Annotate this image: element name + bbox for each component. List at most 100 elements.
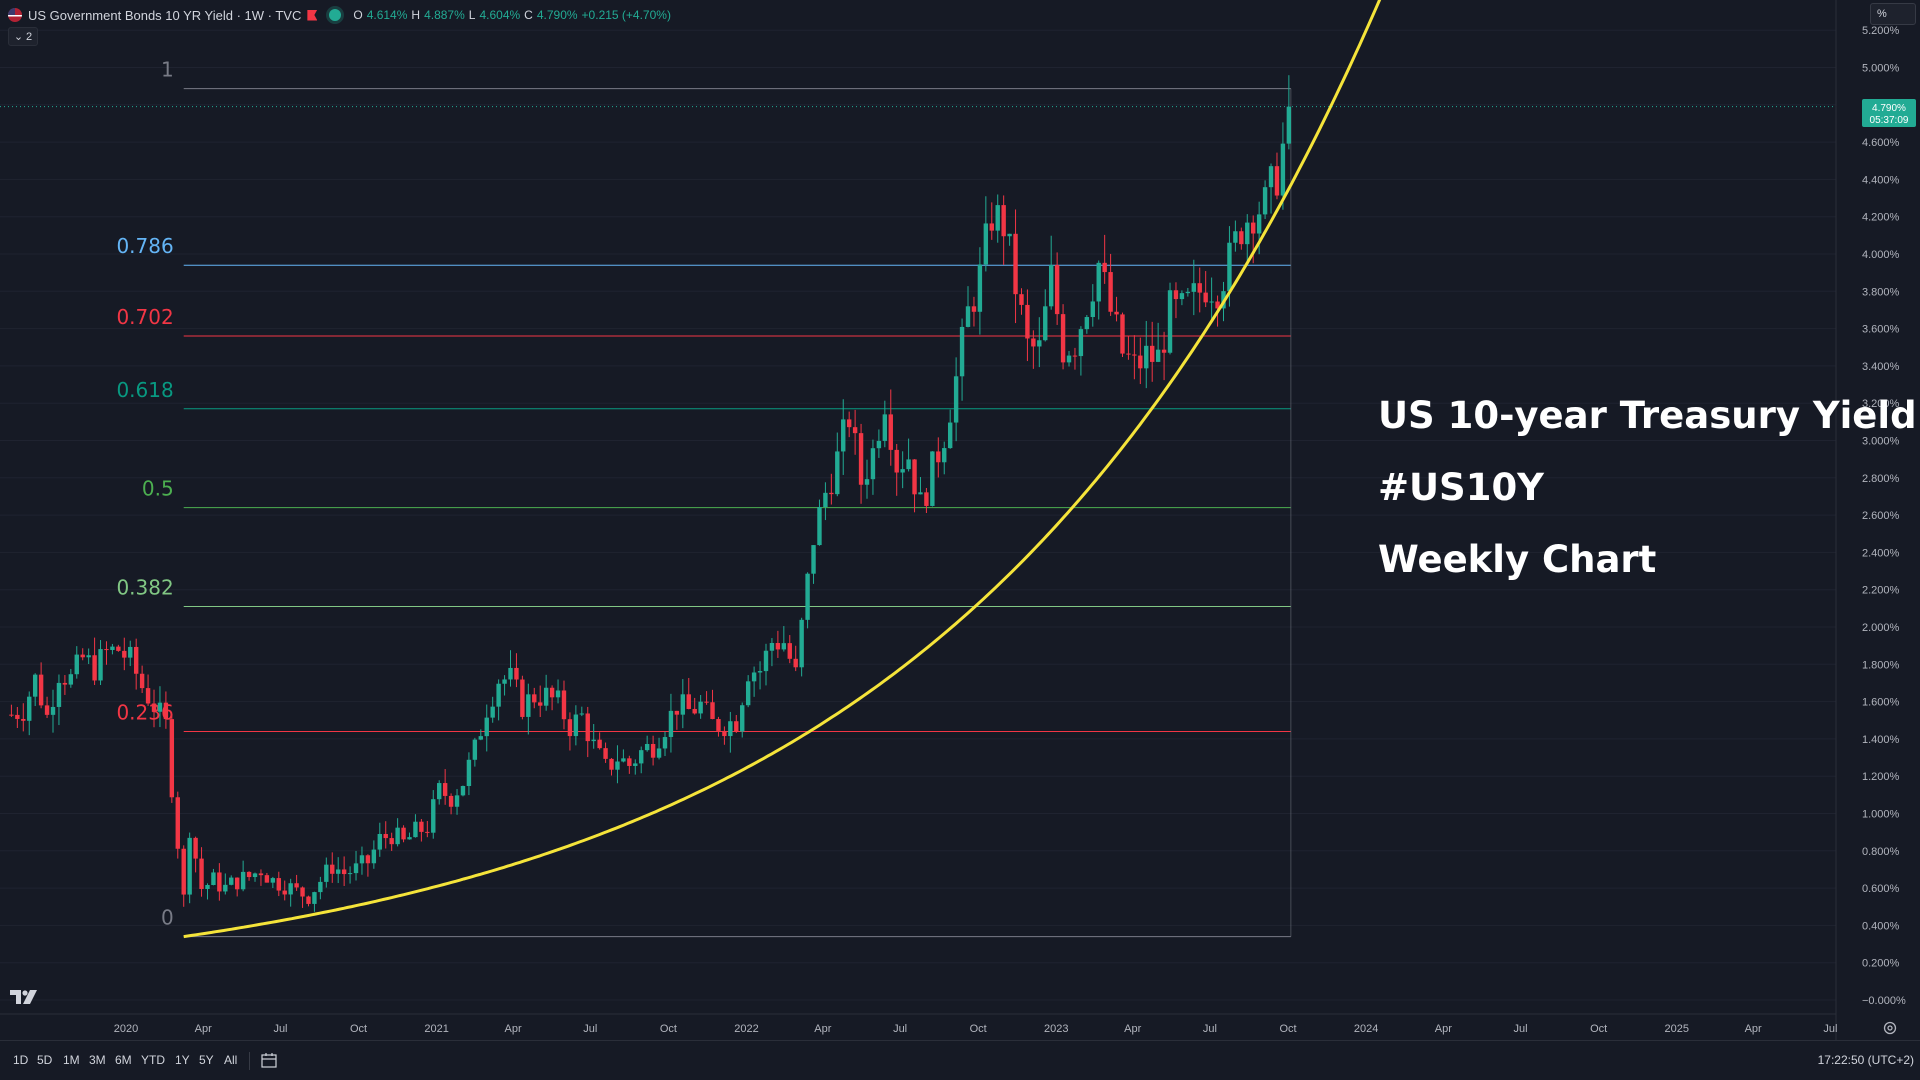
candle-body [692, 708, 697, 714]
candle-body [336, 869, 341, 874]
candle-body [306, 896, 311, 904]
candle-body [971, 306, 977, 312]
flag-icon[interactable] [307, 9, 318, 21]
candle-body [787, 643, 792, 659]
candle-body [817, 506, 822, 546]
timeframe-1d[interactable]: 1D [13, 1053, 29, 1067]
candle-body [639, 750, 644, 764]
us-flag-icon [8, 8, 22, 22]
candle-body [318, 881, 323, 893]
candle-body [116, 646, 121, 651]
timeframe-3m[interactable]: 3M [89, 1053, 106, 1067]
time-axis-label: Oct [970, 1023, 987, 1035]
candle-body [169, 719, 175, 798]
candle-body [50, 706, 56, 715]
candle-body [1078, 329, 1084, 357]
percent-scale-button[interactable]: % [1870, 3, 1916, 25]
candle-body [633, 763, 638, 766]
time-axis[interactable]: 2020 Apr Jul Oct 2021 Apr Jul Oct 2022 Apr Jul Oct 2… [114, 1023, 1838, 1035]
candle-body [1209, 301, 1214, 303]
candle-body [668, 710, 674, 738]
candle-body [924, 492, 929, 506]
candle-body [264, 875, 270, 883]
candle-body [32, 674, 38, 697]
candle-body [900, 469, 905, 473]
candle-body [858, 433, 864, 485]
candle-body [276, 878, 281, 891]
candle-body [656, 748, 662, 758]
price-axis-label: 3.400% [1862, 361, 1900, 373]
tradingview-logo-icon[interactable] [10, 988, 38, 1006]
candle-body [1233, 231, 1238, 243]
timeframe-1y[interactable]: 1Y [175, 1053, 190, 1067]
parabolic-curve[interactable] [183, 0, 1392, 939]
candle-body [722, 730, 727, 737]
candle-body [1155, 349, 1161, 362]
candle-body [1239, 231, 1244, 245]
price-axis-label: 4.600% [1862, 137, 1900, 149]
timeframe-5y[interactable]: 5Y [199, 1053, 214, 1067]
low-label: L [468, 8, 476, 22]
candle-body [211, 872, 216, 886]
candle-body [1072, 355, 1078, 357]
timeframe-all[interactable]: All [224, 1053, 238, 1067]
timeframe-1m[interactable]: 1M [63, 1053, 80, 1067]
candle-body [769, 642, 775, 651]
fib-level-label: 0.618 [116, 378, 173, 402]
candle-body [300, 887, 305, 897]
candle-body [1144, 345, 1149, 369]
candle-body [965, 306, 971, 327]
candle-body [740, 705, 745, 732]
candle-body [448, 795, 454, 807]
indicators-toggle[interactable]: ⌄ 2 [8, 27, 38, 46]
fib-level-label: 0.702 [116, 305, 173, 329]
open-value: 4.614% [366, 8, 408, 22]
candle-body [704, 701, 709, 703]
close-value: 4.790% [536, 8, 578, 22]
candle-body [478, 736, 483, 740]
candle-body [1173, 290, 1179, 300]
candle-body [1197, 283, 1202, 293]
calendar-range-icon[interactable] [260, 1051, 278, 1069]
candle-body [698, 701, 703, 714]
candle-body [805, 573, 810, 620]
clock-timezone[interactable]: 17:22:50 (UTC+2) [1817, 1053, 1914, 1067]
fib-level-label: 0.5 [142, 477, 174, 501]
candle-body [270, 878, 276, 883]
candle-body [240, 871, 246, 890]
candle-body [377, 833, 382, 850]
timeframe-5d[interactable]: 5D [37, 1053, 53, 1067]
timeframe-ytd[interactable]: YTD [141, 1053, 165, 1067]
timeframe-6m[interactable]: 6M [115, 1053, 132, 1067]
time-axis-label: Oct [660, 1023, 677, 1035]
candle-body [757, 671, 763, 673]
candle-body [1013, 233, 1018, 295]
fib-level-label: 0 [161, 906, 174, 930]
symbol-title[interactable]: US Government Bonds 10 YR Yield · 1W · T… [28, 7, 302, 23]
candle-body [324, 864, 329, 882]
candle-body [615, 761, 620, 770]
price-axis-label: 4.200% [1862, 212, 1900, 224]
overlay-title: US 10-year Treasury Yield [1378, 394, 1917, 437]
candle-body [9, 714, 14, 716]
candle-body [781, 643, 787, 650]
candle-body [258, 873, 264, 876]
candle-body [543, 687, 549, 706]
candle-body [1102, 262, 1107, 273]
candle-body [573, 714, 579, 737]
time-axis-label: Jul [1514, 1023, 1528, 1035]
time-axis-label: Jul [893, 1023, 907, 1035]
candle-body [139, 673, 145, 689]
candle-body [407, 837, 412, 840]
candle-body [918, 492, 923, 495]
settings-icon[interactable] [1883, 1021, 1897, 1035]
time-axis-label: Jul [1823, 1023, 1837, 1035]
price-axis-label: 3.600% [1862, 324, 1900, 336]
candle-body [662, 737, 668, 749]
candle-body [579, 713, 585, 715]
legend-header: US Government Bonds 10 YR Yield · 1W · T… [8, 5, 671, 25]
candle-body [371, 849, 377, 864]
candle-body [846, 419, 852, 428]
open-label: O [353, 8, 363, 22]
